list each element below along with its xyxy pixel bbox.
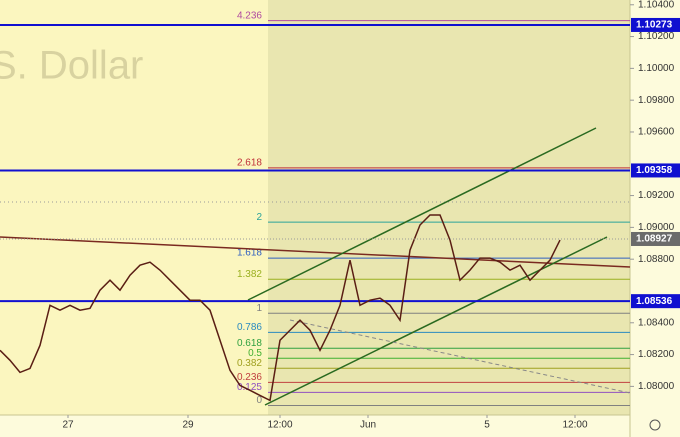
y-tick-label: 1.10400 — [638, 0, 675, 10]
y-tick-label: 1.09600 — [638, 127, 675, 138]
y-tick-label: 1.09200 — [638, 190, 675, 201]
channel-line — [247, 127, 597, 301]
price-label: 1.08536 — [636, 296, 673, 307]
last-price-label: 1.08927 — [636, 234, 673, 245]
channel-line — [264, 236, 608, 406]
fib-label: 2.618 — [237, 158, 262, 169]
price-line — [0, 214, 561, 402]
x-tick-label: Jun — [360, 420, 376, 431]
y-tick-label: 1.08800 — [638, 254, 675, 265]
fib-label: 0.125 — [237, 382, 262, 393]
time-axis — [0, 415, 630, 437]
price-box — [631, 231, 680, 246]
x-tick-label: 27 — [62, 420, 74, 431]
price-box — [631, 17, 680, 32]
x-tick-label: 29 — [182, 420, 194, 431]
fib-label: 0.382 — [237, 358, 262, 369]
x-tick-label: 12:00 — [267, 420, 292, 431]
price-box — [631, 294, 680, 309]
x-tick-label: 5 — [484, 420, 490, 431]
x-tick-label: 12:00 — [562, 420, 587, 431]
plot — [0, 23, 630, 402]
settings-icon[interactable] — [649, 419, 661, 431]
y-tick-label: 1.08000 — [638, 381, 675, 392]
y-tick-label: 1.08200 — [638, 349, 675, 360]
y-tick-label: 1.10000 — [638, 63, 675, 74]
fib-label: 0.618 — [237, 338, 262, 349]
fib-label: 0.236 — [237, 372, 262, 383]
y-tick-label: 1.09000 — [638, 222, 675, 233]
y-tick-label: 1.08400 — [638, 317, 675, 328]
price-box — [631, 163, 680, 178]
price-axis — [630, 0, 680, 437]
fib-label: 0.5 — [248, 348, 262, 359]
trend-line — [0, 236, 631, 268]
y-tick-label: 1.09800 — [638, 95, 675, 106]
fib-label: 4.236 — [237, 10, 262, 21]
price-label: 1.10273 — [636, 20, 673, 31]
dashed-line — [289, 319, 631, 394]
fib-zone — [268, 0, 630, 415]
y-tick-label: 1.10200 — [638, 31, 675, 42]
fib-label: 0 — [256, 395, 262, 406]
watermark: S. Dollar — [0, 44, 143, 88]
price-label: 1.09358 — [636, 165, 673, 176]
fib-label: 1 — [256, 303, 262, 314]
fib-label: 1.382 — [237, 269, 262, 280]
fib-label: 2 — [256, 212, 262, 223]
fib-label: 0.786 — [237, 322, 262, 333]
fib-label: 1.618 — [237, 248, 262, 259]
